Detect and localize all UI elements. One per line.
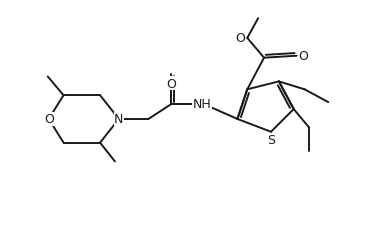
Text: NH: NH [193,97,211,110]
Text: O: O [166,78,176,91]
Text: O: O [299,50,309,63]
Text: S: S [267,133,275,146]
Text: N: N [114,113,124,126]
Text: O: O [235,32,245,45]
Text: O: O [44,113,54,126]
